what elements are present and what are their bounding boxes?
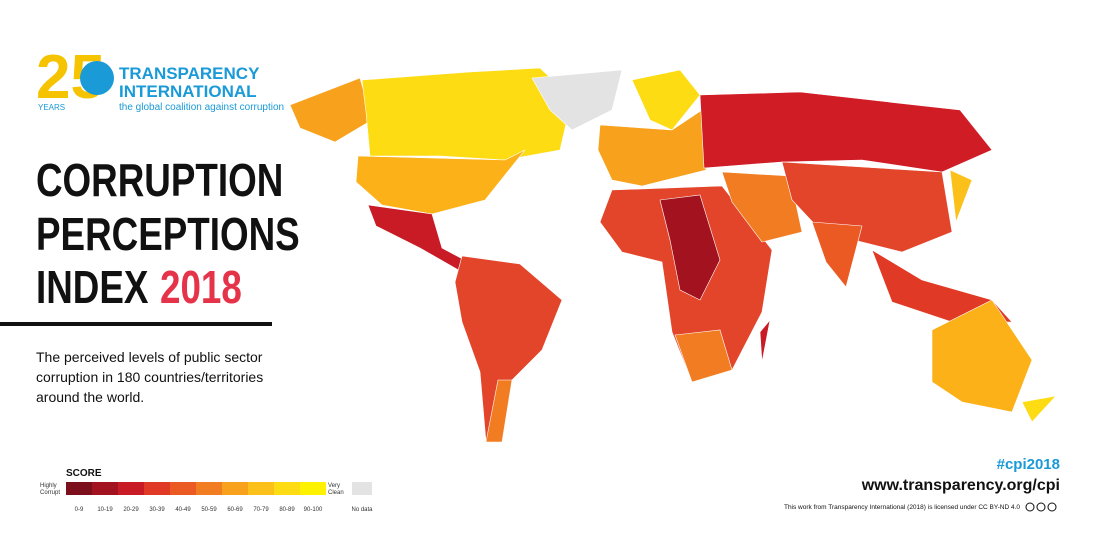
legend-low-label: Corrupt [40,490,60,496]
hashtag: #cpi2018 [997,456,1060,473]
region [631,69,701,131]
cc-icons [1025,502,1057,512]
legend-swatch [92,482,118,495]
region [871,249,1013,323]
legend-no-data-swatch [352,482,372,495]
legend-swatch [170,482,196,495]
legend-swatch [196,482,222,495]
title-rule [0,322,272,326]
legend: SCORE Highly Corrupt Very Clean No data … [40,468,373,513]
legend-swatch [248,482,274,495]
legend-swatch [66,482,92,495]
legend-bin-label: 70-79 [253,507,269,513]
region [531,69,623,131]
region [367,204,473,273]
org-name: INTERNATIONAL [119,82,257,101]
legend-bin-label: 60-69 [227,507,243,513]
region [1021,395,1057,423]
org-name: TRANSPARENCY [119,64,260,83]
title-line: CORRUPTION [36,154,283,206]
legend-bin-label: 0-9 [75,507,84,513]
legend-no-data-label: No data [351,507,373,513]
url: www.transparency.org/cpi [861,477,1060,494]
region [781,161,953,253]
region [931,299,1033,413]
legend-high-label: Clean [328,490,344,496]
title-line: INDEX [36,261,149,313]
legend-bin-label: 40-49 [175,507,191,513]
region [454,255,563,443]
legend-swatch [274,482,300,495]
region [597,109,707,187]
region [699,91,993,173]
legend-bin-label: 20-29 [123,507,139,513]
region [949,169,973,223]
legend-bin-label: 50-59 [201,507,217,513]
world-map [289,67,1057,443]
description-line: around the world. [36,389,144,405]
logo-globe [80,61,114,95]
description-line: corruption in 180 countries/territories [36,369,263,385]
legend-swatch [144,482,170,495]
logo-years: YEARS [38,103,65,112]
legend-high-label: Very [328,483,340,489]
legend-title: SCORE [66,468,102,479]
legend-swatch [222,482,248,495]
region [674,329,733,383]
license: This work from Transparency Internationa… [784,504,1020,511]
legend-swatch [300,482,326,495]
region [659,194,721,301]
title-year: 2018 [160,261,242,313]
region [721,171,803,243]
legend-low-label: Highly [40,483,57,489]
region [361,67,573,161]
org-tagline: the global coalition against corruption [119,102,284,113]
legend-bin-label: 90-100 [304,507,323,513]
description-line: The perceived levels of public sector [36,349,263,365]
region [485,379,513,443]
legend-bin-label: 30-39 [149,507,165,513]
title-line: PERCEPTIONS [36,208,300,260]
region [811,221,863,288]
legend-bin-label: 10-19 [97,507,113,513]
legend-swatch [118,482,144,495]
legend-bin-label: 80-89 [279,507,295,513]
title: CORRUPTION PERCEPTIONS INDEX 2018 [36,154,300,313]
logo: 25 YEARS TRANSPARENCY INTERNATIONAL the … [36,43,284,113]
region [759,318,771,363]
region [355,149,526,215]
description: The perceived levels of public sector co… [36,349,263,405]
region [289,77,373,143]
